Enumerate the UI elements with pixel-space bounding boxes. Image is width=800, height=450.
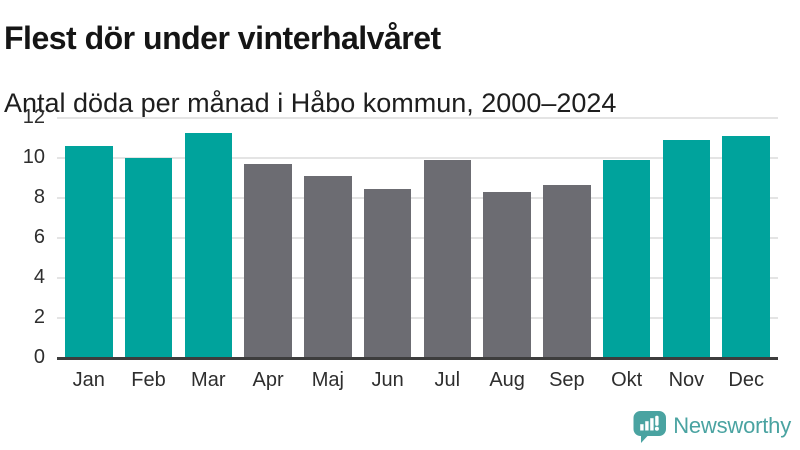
brand-name: Newsworthy xyxy=(673,412,791,438)
y-tick-label-12: 12 xyxy=(22,106,45,129)
bar-apr xyxy=(244,164,292,358)
y-tick-label-0: 0 xyxy=(33,346,45,369)
x-axis-line xyxy=(57,357,778,360)
x-tick-label-jan: Jan xyxy=(72,369,105,391)
brand-footer: Newsworthy xyxy=(633,411,791,443)
gridline xyxy=(57,237,778,239)
bar-chart: 0 2 4 6 8 10 12 Jan Feb Mar Apr Maj Jun Jul Aug Sep Okt… xyxy=(0,107,800,408)
chart-subtitle: Antal döda per månad i Håbo kommun, 2000… xyxy=(4,88,617,118)
y-axis-labels: 0 2 4 6 8 10 12 xyxy=(0,107,45,367)
x-axis-labels: Jan Feb Mar Apr Maj Jun Jul Aug Sep Okt Nov Dec xyxy=(65,368,770,392)
plot-area xyxy=(65,118,770,358)
gridline xyxy=(57,117,778,119)
gridline xyxy=(57,317,778,319)
x-tick-label-mar: Mar xyxy=(191,369,226,391)
bar-aug xyxy=(483,192,531,358)
bar-maj xyxy=(304,176,352,358)
x-tick-label-okt: Okt xyxy=(611,369,643,391)
bar-jan xyxy=(65,146,113,358)
gridline xyxy=(57,277,778,279)
bar-sep xyxy=(543,185,591,358)
bar-mar xyxy=(184,133,233,358)
x-tick-label-jul: Jul xyxy=(434,369,461,391)
x-tick-label-sep: Sep xyxy=(549,369,585,391)
y-tick-label-6: 6 xyxy=(33,226,45,249)
y-tick-label-2: 2 xyxy=(33,306,45,329)
newsworthy-logo-icon xyxy=(633,411,667,443)
grid-layer xyxy=(57,117,778,360)
gridline xyxy=(57,197,778,199)
bar-jul xyxy=(423,160,472,358)
bar-okt xyxy=(602,160,651,358)
y-tick-label-8: 8 xyxy=(33,186,45,209)
x-tick-label-apr: Apr xyxy=(252,369,284,391)
x-tick-label-maj: Maj xyxy=(311,369,344,391)
bar-nov xyxy=(662,140,711,358)
x-tick-label-jun: Jun xyxy=(371,369,404,391)
bar-dec xyxy=(722,136,770,358)
x-tick-label-dec: Dec xyxy=(728,369,764,391)
x-tick-label-feb: Feb xyxy=(131,369,166,391)
y-tick-label-10: 10 xyxy=(22,146,45,169)
gridline xyxy=(57,157,778,159)
bar-jun xyxy=(363,189,412,358)
x-tick-label-aug: Aug xyxy=(489,369,525,391)
y-tick-label-4: 4 xyxy=(33,266,45,289)
chart-title: Flest dör under vinterhalvåret xyxy=(4,20,441,57)
x-tick-label-nov: Nov xyxy=(668,369,705,391)
bar-feb xyxy=(124,158,173,358)
